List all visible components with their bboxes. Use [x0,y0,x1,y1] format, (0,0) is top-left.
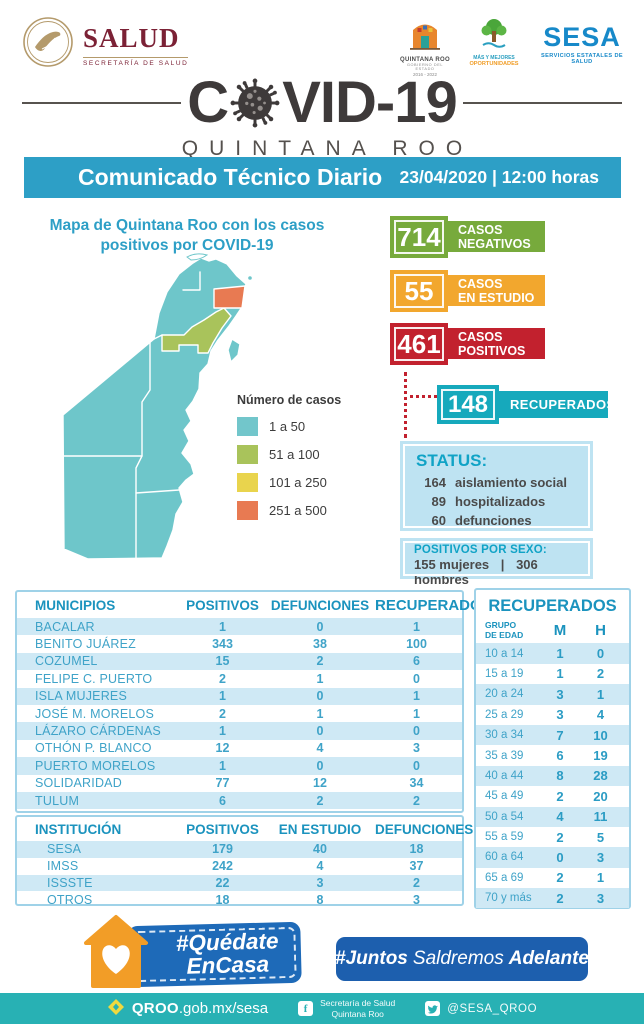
table-row: TULUM 6 2 2 [17,791,462,810]
edad-row: 20 a 24 3 1 [476,684,629,705]
banner-title: Comunicado Técnico Diario [78,164,383,190]
quedate-encasa-badge: #Quédate EnCasa [83,914,303,990]
facebook-icon: f [298,1001,314,1016]
left-rule [22,102,182,104]
stat-recuperados: 148 RECUPERADOS [437,385,615,424]
footer-website: QROO.gob.mx/sesa [107,998,268,1020]
edad-row: 50 a 54 4 11 [476,806,629,827]
edad-row: 40 a 44 8 28 [476,765,629,787]
mujeres-count: 155 mujeres [414,557,490,572]
hombres-count: 306 hombres [414,557,538,587]
dotted-connector-vertical [404,372,407,438]
edad-row: 65 a 69 2 1 [485,870,605,886]
stat-casos-negativos: 714 CASOS NEGATIVOS [390,216,545,258]
legend-item: 251 a 500 [237,501,362,520]
footer-bar: QROO.gob.mx/sesa f Secretaría de Salud Q… [0,993,644,1024]
tree-icon [479,19,509,53]
stat-casos-positivos: 461 CASOS POSITIVOS [390,323,545,365]
edad-row: 35 a 39 6 19 [485,748,608,764]
municipios-table-header: MUNICIPIOS POSITIVOS DEFUNCIONES RECUPER… [35,597,492,614]
legend-swatch-51-100 [237,445,258,464]
partner-logos: QUINTANA ROO GOBIERNO DEL ESTADO 2016 - … [398,18,628,77]
status-box: STATUS: 164 aislamiento social 89 hospit… [400,441,593,531]
table-row: ISSSTE 22 3 2 [17,874,462,892]
table-row: FELIPE C. PUERTO 2 1 0 [35,671,420,686]
edad-table-header: GRUPO DE EDAD M H [485,620,606,641]
dotted-connector-horizontal [410,395,437,398]
edad-row: 70 y más 2 3 [476,888,629,909]
salud-eagle-icon [22,16,74,73]
legend-item: 51 a 100 [237,445,362,464]
institucion-table-header: INSTITUCIÓN POSITIVOS EN ESTUDIO DEFUNCI… [35,822,474,837]
table-row: BENITO JUÁREZ 343 38 100 [35,637,427,652]
table-row: PUERTO MORELOS 1 0 0 [17,757,462,775]
quintana-roo-gov-logo: QUINTANA ROO GOBIERNO DEL ESTADO 2016 - … [398,18,452,77]
table-row: BACALAR 1 0 1 [17,618,462,636]
edad-table-title: RECUPERADOS [488,597,617,615]
quintana-roo-arch-icon [408,24,442,54]
legend-swatch-101-250 [237,473,258,492]
table-row: IMSS 242 4 37 [47,859,424,874]
legend-title: Número de casos [237,393,342,407]
salud-subtitle: SECRETARÍA DE SALUD [83,56,189,67]
table-row: LÁZARO CÁRDENAS 1 0 0 [17,722,462,740]
edad-row: 25 a 29 3 4 [485,707,605,723]
legend-item: 101 a 250 [237,473,362,492]
footer-facebook: f Secretaría de Salud Quintana Roo [298,998,395,1019]
oportunidades-logo: MÁS Y MEJORES OPORTUNIDADES [465,18,523,67]
edad-row: 10 a 14 1 0 [476,643,629,664]
sesa-logo: SESA SERVICIOS ESTATALES DE SALUD [540,22,624,66]
edad-row: 45 a 49 2 20 [485,788,608,804]
comunicado-banner: Comunicado Técnico Diario 23/04/2020 | 1… [24,157,621,198]
edad-row: 15 a 19 1 2 [485,666,605,682]
legend-swatch-1-50 [237,417,258,436]
legend-item: 1 a 50 [237,417,362,436]
quintana-roo-map [50,250,300,580]
map-title: Mapa de Quintana Roo con los casos posit… [49,217,325,255]
legend-swatch-251-500 [237,501,258,520]
salud-wordmark: SALUD [83,22,180,53]
institucion-table: INSTITUCIÓN POSITIVOS EN ESTUDIO DEFUNCI… [15,815,474,907]
edad-row: 60 a 64 0 3 [476,847,629,868]
table-row: SESA 179 40 18 [17,841,462,858]
coronavirus-icon [229,77,281,129]
twitter-icon [425,1001,441,1016]
footer-twitter: @SESA_QROO [425,1001,537,1016]
edad-row: 55 a 59 2 5 [485,829,605,845]
banner-datetime: 23/04/2020 | 12:00 horas [399,167,599,187]
table-row: OTHÓN P. BLANCO 12 4 3 [35,741,420,756]
right-rule [462,102,622,104]
status-row: 60 defunciones [431,512,532,528]
covid-title: C [22,74,622,132]
table-row: OTROS 18 8 3 [47,892,420,907]
municipios-table: MUNICIPIOS POSITIVOS DEFUNCIONES RECUPER… [15,590,492,813]
status-title: STATUS: [416,451,488,470]
qroo-brand-icon [107,998,125,1020]
recuperados-edad-table: RECUPERADOS GRUPO DE EDAD M H 10 a 14 1 0 … [474,588,631,909]
table-row: COZUMEL 15 2 6 [17,652,462,671]
covid-subtitle: QUINTANA ROO [181,137,474,160]
table-row: SOLIDARIDAD 77 12 34 [35,776,424,791]
table-row: JOSÉ M. MORELOS 2 1 1 [35,706,420,721]
juntos-saldremos-banner: #Juntos Saldremos Adelante [335,937,589,981]
status-row: 164 aislamiento social [424,475,567,490]
edad-row: 30 a 34 7 10 [476,724,629,746]
house-heart-icon [83,914,149,995]
stat-casos-en-estudio: 55 CASOS EN ESTUDIO [390,270,545,312]
status-row: 89 hospitalizados [431,493,546,509]
positivos-por-sexo-box: POSITIVOS POR SEXO: 155 mujeres | 306 ho… [400,538,593,587]
table-row: ISLA MUJERES 1 0 1 [17,687,462,705]
salud-logo: SALUD SECRETARÍA DE SALUD [22,16,189,73]
map-legend: Número de casos 1 a 50 51 a 100 101 a 25… [237,393,362,529]
